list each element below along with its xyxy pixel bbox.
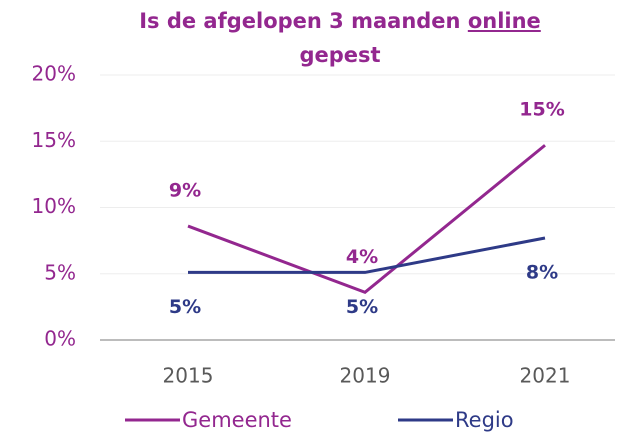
legend-label: Gemeente bbox=[182, 408, 292, 432]
legend-label: Regio bbox=[455, 408, 514, 432]
data-label: 9% bbox=[169, 180, 201, 202]
y-tick-label: 0% bbox=[44, 327, 76, 351]
data-label: 5% bbox=[346, 296, 378, 318]
x-tick-label: 2021 bbox=[520, 364, 571, 388]
y-tick-label: 20% bbox=[32, 62, 76, 86]
line-series bbox=[188, 236, 546, 274]
data-label: 15% bbox=[519, 99, 564, 121]
title-part: online bbox=[467, 9, 541, 33]
x-tick-label: 2015 bbox=[163, 364, 214, 388]
y-tick-label: 10% bbox=[32, 194, 76, 218]
chart-title: Is de afgelopen 3 maanden online gepest bbox=[80, 4, 600, 72]
data-label: 5% bbox=[169, 296, 201, 318]
data-label: 8% bbox=[526, 261, 558, 283]
data-label: 4% bbox=[346, 246, 378, 268]
title-part: gepest bbox=[299, 43, 381, 67]
y-tick-label: 5% bbox=[44, 260, 76, 284]
y-tick-label: 15% bbox=[32, 128, 76, 152]
title-part: Is de afgelopen 3 maanden bbox=[139, 9, 461, 33]
line-series bbox=[187, 144, 546, 295]
x-tick-label: 2019 bbox=[340, 364, 391, 388]
